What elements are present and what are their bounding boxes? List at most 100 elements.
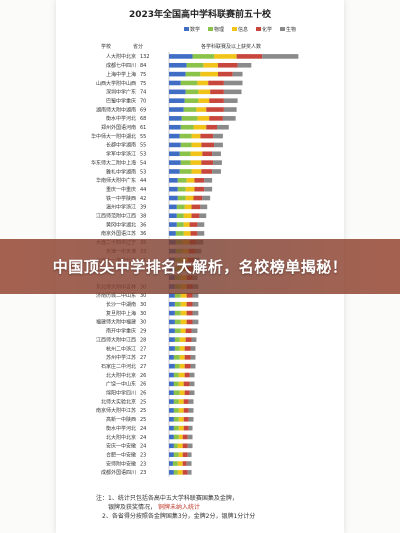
row-province-label: 江苏 — [126, 407, 136, 414]
bar-segment — [174, 293, 181, 298]
bar-segment — [198, 98, 210, 103]
row-total-label: 30 — [140, 293, 146, 299]
bar-segment — [177, 178, 187, 183]
bar-segment — [182, 461, 187, 466]
bar-segment — [169, 470, 174, 475]
bar-segment — [184, 346, 191, 351]
bar-segment — [180, 319, 187, 325]
row-total-label: 75 — [140, 81, 146, 87]
row-school-label: 雅礼中学 — [106, 168, 126, 175]
bar-segment — [180, 142, 192, 148]
row-province-label: 湖北 — [126, 221, 136, 228]
bar-segment — [181, 116, 198, 121]
row-school-label: 合肥一中 — [106, 451, 126, 458]
bar-segment — [190, 151, 203, 157]
bar-segment — [192, 54, 215, 59]
bar-segment — [169, 301, 175, 307]
row-school-label: 郑州外国语 — [101, 124, 126, 131]
bar-segment — [186, 62, 204, 68]
bar-segment — [178, 408, 184, 413]
bar-segment — [174, 363, 180, 369]
bar-segment — [169, 195, 178, 201]
row-province-label: 广东 — [126, 177, 136, 184]
bar-segment — [188, 408, 194, 413]
row-school-label: 华南师大附中 — [96, 177, 126, 184]
bar-segment — [184, 390, 190, 396]
row-total-label: 69 — [140, 107, 146, 113]
bar-segment — [176, 213, 184, 219]
row-total-label: 26 — [140, 382, 146, 388]
row-province-label: 安徽 — [126, 443, 136, 450]
row-school-label: 长沙一中 — [106, 301, 126, 308]
row-school-label: 江西师范附中 — [96, 213, 126, 220]
bar-segment — [190, 346, 196, 351]
bar-segment — [188, 425, 193, 431]
bar-segment — [174, 310, 181, 316]
row-total-label: 30 — [140, 320, 146, 326]
bar-segment — [169, 293, 175, 298]
legend-swatch-1 — [208, 27, 213, 31]
row-school-label: 江西师大附中 — [96, 336, 126, 343]
bar-segment — [169, 416, 174, 422]
bar-segment — [179, 363, 185, 369]
bar-segment — [169, 169, 180, 174]
row-total-label: 27 — [140, 355, 146, 361]
bar-segment — [174, 319, 181, 325]
bar-segment — [173, 408, 179, 413]
row-school-label: 华中师大一附中 — [91, 133, 126, 140]
legend-swatch-2 — [232, 27, 237, 31]
row-school-label: 安师附中 — [106, 460, 126, 467]
bar-segment — [173, 416, 179, 422]
bar-segment — [169, 186, 178, 192]
bar-segment — [191, 204, 201, 210]
bar-segment — [169, 89, 186, 95]
bar-segment — [169, 80, 181, 86]
bar-segment — [169, 443, 174, 449]
bar-segment — [183, 107, 197, 112]
row-school-label: 石家庄二中 — [101, 363, 126, 370]
row-province-label: 四川 — [126, 391, 136, 397]
row-province-label: 北京 — [126, 53, 136, 60]
row-province-label: 湖南 — [126, 142, 136, 149]
row-school-label: 湖南师大附中 — [96, 106, 126, 113]
row-total-label: 23 — [140, 461, 146, 467]
bar-segment — [169, 133, 180, 139]
row-school-label: 重庆一中 — [106, 186, 126, 193]
bar-segment — [197, 116, 210, 121]
bar-segment — [178, 452, 183, 457]
legend-swatch-4 — [280, 27, 285, 31]
bar-segment — [169, 434, 174, 440]
bar-segment — [209, 116, 223, 121]
legend-swatch-3 — [256, 27, 261, 31]
bar-segment — [172, 461, 178, 466]
legend-label-2: 信息 — [238, 26, 248, 33]
bar-segment — [189, 390, 195, 396]
bar-segment — [169, 54, 193, 59]
row-province-label: 山西 — [126, 80, 136, 87]
bar-segment — [169, 62, 187, 68]
bar-segment — [212, 169, 221, 174]
bar-segment — [194, 186, 205, 192]
bar-segment — [173, 452, 179, 457]
bar-segment — [173, 381, 179, 387]
bar-segment — [169, 337, 175, 342]
bar-segment — [186, 310, 193, 316]
bar-segment — [174, 301, 181, 307]
row-total-label: 84 — [140, 63, 146, 69]
row-province-label: 重庆 — [126, 97, 136, 104]
row-total-label: 39 — [140, 205, 146, 211]
footnotes: 注：1、统计只包括各高中五大学科联赛国集及金牌， 银牌及获奖情况， 铜牌未纳入统… — [96, 494, 336, 521]
bar-segment — [199, 213, 207, 219]
bar-segment — [173, 372, 179, 378]
footnote-1c-text: 银牌及获奖情况， — [108, 504, 157, 511]
row-total-label: 44 — [140, 178, 146, 184]
bar-segment — [191, 142, 202, 148]
bar-segment — [185, 89, 199, 95]
bar-segment — [190, 355, 196, 360]
bar-segment — [169, 310, 175, 316]
bar-segment — [210, 89, 224, 95]
bar-segment — [169, 98, 185, 103]
row-total-label: 70 — [140, 98, 146, 104]
row-total-label: 24 — [140, 435, 146, 441]
row-province-label: 湖南 — [126, 301, 136, 308]
